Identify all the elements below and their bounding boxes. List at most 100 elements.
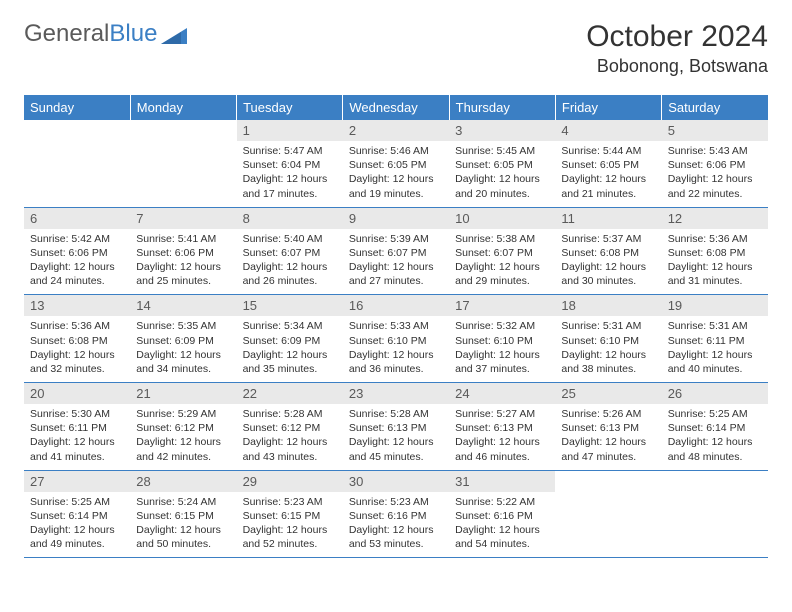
daylight-line: Daylight: 12 hours and 29 minutes. xyxy=(455,260,549,288)
sunrise-line: Sunrise: 5:24 AM xyxy=(136,495,230,509)
sunrise-line: Sunrise: 5:29 AM xyxy=(136,407,230,421)
calendar-day-cell xyxy=(130,120,236,207)
daylight-line: Daylight: 12 hours and 35 minutes. xyxy=(243,348,337,376)
day-number: 6 xyxy=(24,208,130,229)
day-number: 28 xyxy=(130,471,236,492)
day-number: 24 xyxy=(449,383,555,404)
daylight-line: Daylight: 12 hours and 19 minutes. xyxy=(349,172,443,200)
calendar-day-cell: 4Sunrise: 5:44 AMSunset: 6:05 PMDaylight… xyxy=(555,120,661,207)
day-number: 31 xyxy=(449,471,555,492)
calendar-day-cell: 6Sunrise: 5:42 AMSunset: 6:06 PMDaylight… xyxy=(24,207,130,295)
daylight-line: Daylight: 12 hours and 34 minutes. xyxy=(136,348,230,376)
day-content: Sunrise: 5:29 AMSunset: 6:12 PMDaylight:… xyxy=(130,404,236,470)
daylight-line: Daylight: 12 hours and 48 minutes. xyxy=(668,435,762,463)
day-content: Sunrise: 5:37 AMSunset: 6:08 PMDaylight:… xyxy=(555,229,661,295)
calendar-day-cell: 18Sunrise: 5:31 AMSunset: 6:10 PMDayligh… xyxy=(555,295,661,383)
sunset-line: Sunset: 6:09 PM xyxy=(136,334,230,348)
calendar-day-cell: 13Sunrise: 5:36 AMSunset: 6:08 PMDayligh… xyxy=(24,295,130,383)
calendar-day-cell: 8Sunrise: 5:40 AMSunset: 6:07 PMDaylight… xyxy=(237,207,343,295)
sunset-line: Sunset: 6:08 PM xyxy=(30,334,124,348)
daylight-line: Daylight: 12 hours and 22 minutes. xyxy=(668,172,762,200)
day-number: 8 xyxy=(237,208,343,229)
sunrise-line: Sunrise: 5:30 AM xyxy=(30,407,124,421)
sunrise-line: Sunrise: 5:40 AM xyxy=(243,232,337,246)
calendar-day-cell: 24Sunrise: 5:27 AMSunset: 6:13 PMDayligh… xyxy=(449,383,555,471)
calendar-day-cell: 28Sunrise: 5:24 AMSunset: 6:15 PMDayligh… xyxy=(130,470,236,558)
calendar-day-cell: 2Sunrise: 5:46 AMSunset: 6:05 PMDaylight… xyxy=(343,120,449,207)
day-number: 19 xyxy=(662,295,768,316)
calendar-day-cell: 23Sunrise: 5:28 AMSunset: 6:13 PMDayligh… xyxy=(343,383,449,471)
day-number: 26 xyxy=(662,383,768,404)
daylight-line: Daylight: 12 hours and 36 minutes. xyxy=(349,348,443,376)
day-number: 16 xyxy=(343,295,449,316)
day-content: Sunrise: 5:44 AMSunset: 6:05 PMDaylight:… xyxy=(555,141,661,207)
sunrise-line: Sunrise: 5:33 AM xyxy=(349,319,443,333)
sunrise-line: Sunrise: 5:32 AM xyxy=(455,319,549,333)
daylight-line: Daylight: 12 hours and 50 minutes. xyxy=(136,523,230,551)
daylight-line: Daylight: 12 hours and 47 minutes. xyxy=(561,435,655,463)
sunrise-line: Sunrise: 5:36 AM xyxy=(30,319,124,333)
daylight-line: Daylight: 12 hours and 31 minutes. xyxy=(668,260,762,288)
calendar-day-cell: 31Sunrise: 5:22 AMSunset: 6:16 PMDayligh… xyxy=(449,470,555,558)
header: GeneralBlue October 2024 Bobonong, Botsw… xyxy=(24,20,768,77)
sunrise-line: Sunrise: 5:45 AM xyxy=(455,144,549,158)
day-number: 20 xyxy=(24,383,130,404)
calendar-day-cell xyxy=(24,120,130,207)
daylight-line: Daylight: 12 hours and 42 minutes. xyxy=(136,435,230,463)
day-number: 21 xyxy=(130,383,236,404)
day-number: 27 xyxy=(24,471,130,492)
day-number: 4 xyxy=(555,120,661,141)
calendar-day-cell xyxy=(662,470,768,558)
calendar-day-cell: 27Sunrise: 5:25 AMSunset: 6:14 PMDayligh… xyxy=(24,470,130,558)
sunset-line: Sunset: 6:14 PM xyxy=(668,421,762,435)
day-content: Sunrise: 5:45 AMSunset: 6:05 PMDaylight:… xyxy=(449,141,555,207)
weekday-header: Saturday xyxy=(662,95,768,120)
sunset-line: Sunset: 6:10 PM xyxy=(561,334,655,348)
daylight-line: Daylight: 12 hours and 43 minutes. xyxy=(243,435,337,463)
day-content: Sunrise: 5:32 AMSunset: 6:10 PMDaylight:… xyxy=(449,316,555,382)
calendar-week-row: 20Sunrise: 5:30 AMSunset: 6:11 PMDayligh… xyxy=(24,383,768,471)
weekday-header: Wednesday xyxy=(343,95,449,120)
day-content: Sunrise: 5:28 AMSunset: 6:12 PMDaylight:… xyxy=(237,404,343,470)
day-content: Sunrise: 5:33 AMSunset: 6:10 PMDaylight:… xyxy=(343,316,449,382)
sunrise-line: Sunrise: 5:28 AM xyxy=(349,407,443,421)
calendar-day-cell: 10Sunrise: 5:38 AMSunset: 6:07 PMDayligh… xyxy=(449,207,555,295)
calendar-day-cell: 30Sunrise: 5:23 AMSunset: 6:16 PMDayligh… xyxy=(343,470,449,558)
day-content: Sunrise: 5:31 AMSunset: 6:11 PMDaylight:… xyxy=(662,316,768,382)
calendar-day-cell: 5Sunrise: 5:43 AMSunset: 6:06 PMDaylight… xyxy=(662,120,768,207)
brand-triangle-icon xyxy=(161,24,187,44)
day-content: Sunrise: 5:23 AMSunset: 6:16 PMDaylight:… xyxy=(343,492,449,558)
daylight-line: Daylight: 12 hours and 41 minutes. xyxy=(30,435,124,463)
calendar-day-cell: 17Sunrise: 5:32 AMSunset: 6:10 PMDayligh… xyxy=(449,295,555,383)
sunset-line: Sunset: 6:09 PM xyxy=(243,334,337,348)
calendar-day-cell: 12Sunrise: 5:36 AMSunset: 6:08 PMDayligh… xyxy=(662,207,768,295)
daylight-line: Daylight: 12 hours and 20 minutes. xyxy=(455,172,549,200)
day-number: 17 xyxy=(449,295,555,316)
day-content: Sunrise: 5:35 AMSunset: 6:09 PMDaylight:… xyxy=(130,316,236,382)
day-content: Sunrise: 5:47 AMSunset: 6:04 PMDaylight:… xyxy=(237,141,343,207)
sunrise-line: Sunrise: 5:25 AM xyxy=(668,407,762,421)
sunset-line: Sunset: 6:13 PM xyxy=(561,421,655,435)
sunset-line: Sunset: 6:04 PM xyxy=(243,158,337,172)
day-number: 14 xyxy=(130,295,236,316)
sunset-line: Sunset: 6:05 PM xyxy=(455,158,549,172)
sunrise-line: Sunrise: 5:34 AM xyxy=(243,319,337,333)
sunrise-line: Sunrise: 5:23 AM xyxy=(243,495,337,509)
day-content: Sunrise: 5:34 AMSunset: 6:09 PMDaylight:… xyxy=(237,316,343,382)
daylight-line: Daylight: 12 hours and 54 minutes. xyxy=(455,523,549,551)
calendar-day-cell: 14Sunrise: 5:35 AMSunset: 6:09 PMDayligh… xyxy=(130,295,236,383)
location: Bobonong, Botswana xyxy=(586,56,768,77)
day-content: Sunrise: 5:24 AMSunset: 6:15 PMDaylight:… xyxy=(130,492,236,558)
brand-part1: General xyxy=(24,20,109,48)
calendar-week-row: 1Sunrise: 5:47 AMSunset: 6:04 PMDaylight… xyxy=(24,120,768,207)
day-content: Sunrise: 5:26 AMSunset: 6:13 PMDaylight:… xyxy=(555,404,661,470)
calendar-week-row: 13Sunrise: 5:36 AMSunset: 6:08 PMDayligh… xyxy=(24,295,768,383)
daylight-line: Daylight: 12 hours and 25 minutes. xyxy=(136,260,230,288)
daylight-line: Daylight: 12 hours and 40 minutes. xyxy=(668,348,762,376)
sunset-line: Sunset: 6:06 PM xyxy=(668,158,762,172)
day-content: Sunrise: 5:30 AMSunset: 6:11 PMDaylight:… xyxy=(24,404,130,470)
day-content: Sunrise: 5:22 AMSunset: 6:16 PMDaylight:… xyxy=(449,492,555,558)
day-number: 11 xyxy=(555,208,661,229)
day-content: Sunrise: 5:25 AMSunset: 6:14 PMDaylight:… xyxy=(24,492,130,558)
day-content: Sunrise: 5:25 AMSunset: 6:14 PMDaylight:… xyxy=(662,404,768,470)
